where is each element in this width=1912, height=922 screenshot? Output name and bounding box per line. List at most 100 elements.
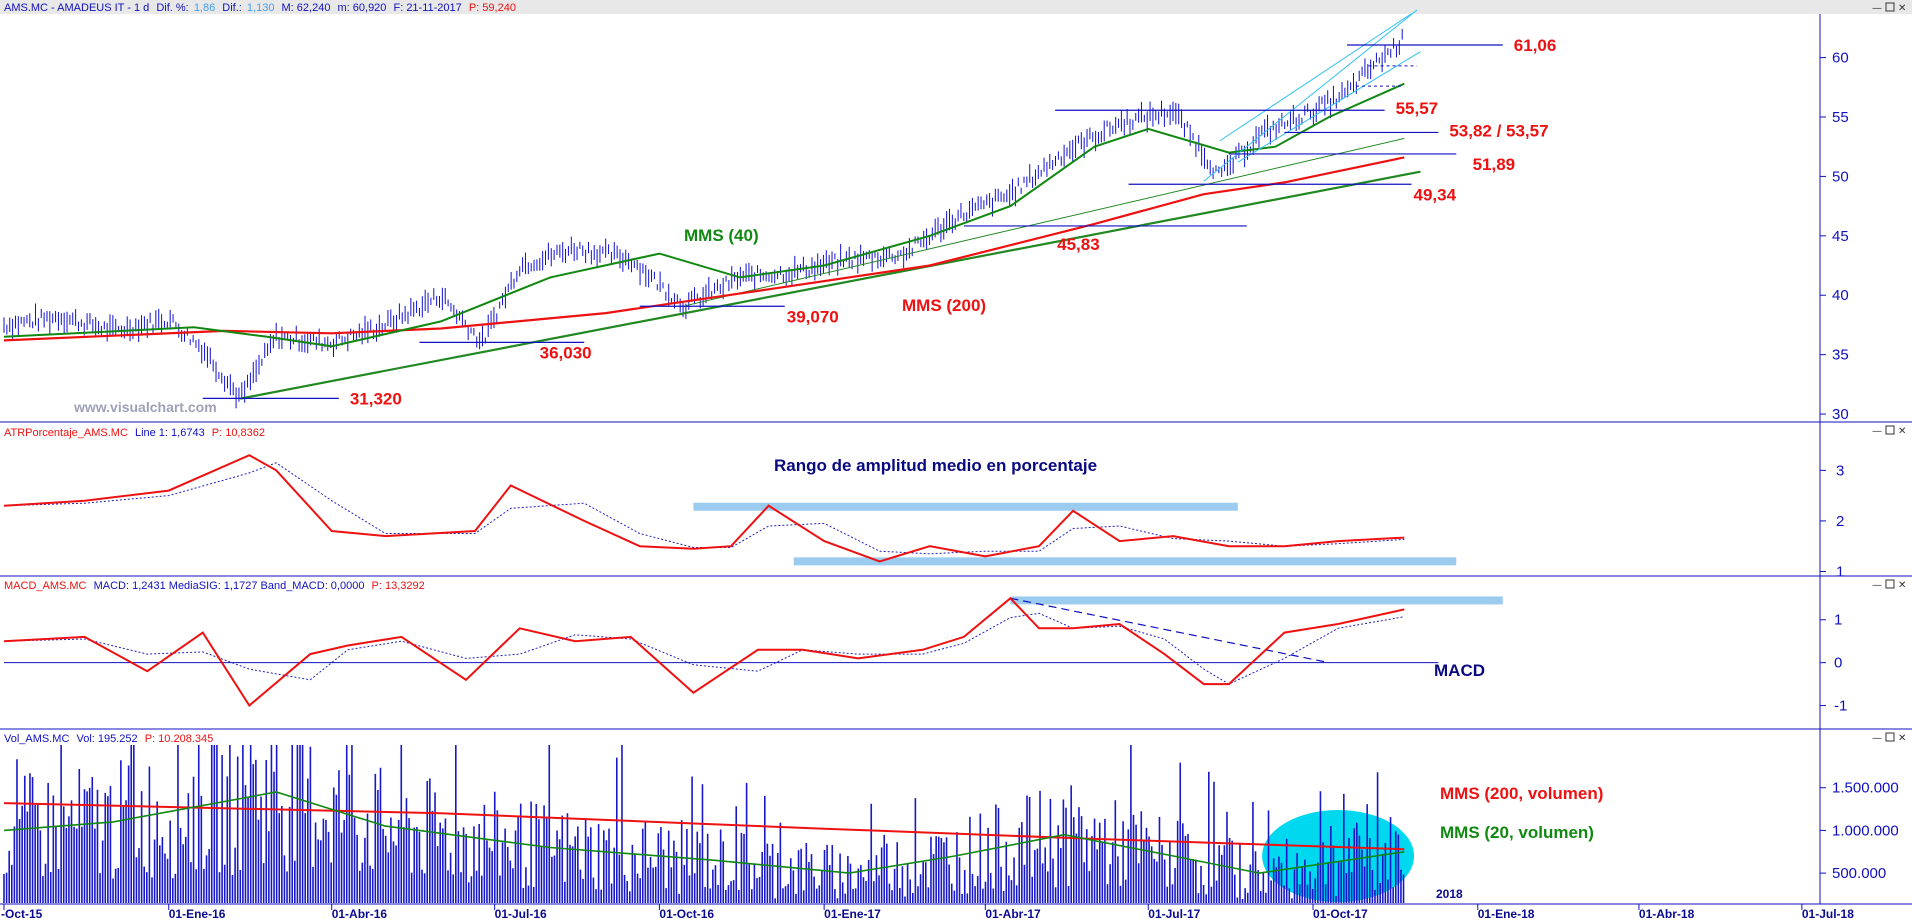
x-tick-label: 01-Oct-17: [1313, 907, 1368, 921]
vol-mms200-line: [3, 802, 1405, 851]
x-tick-label: 01-Jul-16: [495, 907, 547, 921]
maximize-icon[interactable]: [1885, 425, 1895, 435]
x-tick-label: 01-Abr-16: [332, 907, 388, 921]
macd-tick-label: 0: [1834, 655, 1842, 672]
price-tick-label: 40: [1832, 287, 1849, 304]
mms200-line: [3, 156, 1405, 342]
vol-header: Vol_AMS.MC Vol: 195.252 P: 10.208.345: [4, 733, 213, 745]
macd-trendline: [1010, 597, 1330, 664]
header-dif-label: Dif.:: [222, 2, 242, 14]
channel-line: [1237, 51, 1421, 163]
x-tick-label: 01-Ene-18: [1478, 907, 1535, 921]
macd-title: MACD: [1434, 661, 1485, 680]
trendline: [240, 170, 1421, 400]
minimize-icon[interactable]: —: [1872, 3, 1882, 14]
atr-line: [3, 454, 1405, 563]
header-dif-pct-label: Dif. %:: [156, 2, 188, 14]
close-icon[interactable]: ✕: [1898, 733, 1906, 744]
header-max: M: 62,240: [282, 2, 331, 14]
window-controls: — ✕ — ✕ — ✕ — ✕: [1872, 2, 1906, 744]
vol-header-vals: Vol: 195.252: [76, 733, 137, 745]
level-label: 53,82 / 53,57: [1449, 121, 1548, 140]
level-label: 55,57: [1396, 99, 1439, 118]
price-levels: 31,320 36,030 39,070 45,83 49,34 51,89 53,82 /…: [202, 36, 1557, 408]
vol-tick-label: 1.000.000: [1832, 822, 1899, 839]
maximize-icon[interactable]: [1885, 579, 1895, 589]
level-label: 31,320: [350, 389, 402, 408]
atr-tick-label: 3: [1836, 462, 1844, 479]
macd-header: MACD_AMS.MC MACD: 1,2431 MediaSIG: 1,172…: [4, 580, 425, 592]
atr-title: Rango de amplitud medio en porcentaje: [774, 456, 1097, 475]
level-label: 49,34: [1414, 185, 1457, 204]
macd-header-vals: MACD: 1,2431 MediaSIG: 1,1727 Band_MACD:…: [94, 580, 365, 592]
price-tick-label: 50: [1832, 168, 1849, 185]
price-tick-label: 35: [1832, 347, 1849, 364]
macd-header-p: P: 13,3292: [372, 580, 425, 592]
vol-tick-label: 500.000: [1832, 865, 1886, 882]
x-tick-label: 01-Oct-16: [659, 907, 714, 921]
level-label: 61,06: [1514, 36, 1557, 55]
mms40-line: [3, 82, 1405, 348]
x-tick-label: 01-Jul-18: [1802, 907, 1854, 921]
macd-band: [1010, 596, 1503, 605]
atr-band: [793, 557, 1457, 566]
header-symbol: AMS.MC - AMADEUS IT - 1 d: [4, 2, 149, 14]
x-tick-label: 01-Ene-17: [824, 907, 881, 921]
vol-mms20-line: [3, 791, 1405, 874]
volume-bars: [3, 745, 1415, 903]
macd-tick-label: 1: [1834, 612, 1842, 629]
x-tick-label: 01-Ene-16: [169, 907, 226, 921]
price-bars: [3, 28, 1403, 409]
main-header: AMS.MC - AMADEUS IT - 1 d Dif. %: 1,86 D…: [4, 2, 516, 14]
vol-header-p: P: 10.208.345: [145, 733, 214, 745]
macd-line: [3, 596, 1405, 708]
header-dif: 1,130: [247, 2, 275, 14]
level-label: 36,030: [540, 343, 592, 362]
maximize-icon[interactable]: [1885, 732, 1895, 742]
atr-tick-label: 2: [1836, 513, 1844, 530]
atr-header: ATRPorcentaje_AMS.MC Line 1: 1,6743 P: 1…: [4, 427, 265, 439]
header-bar: [0, 0, 1912, 14]
macd-header-name: MACD_AMS.MC: [4, 580, 87, 592]
close-icon[interactable]: ✕: [1898, 426, 1906, 437]
header-date: F: 21-11-2017: [393, 2, 461, 14]
header-min: m: 60,920: [338, 2, 387, 14]
x-tick-label: 01-Jul-17: [1148, 907, 1200, 921]
volume-highlight: [1262, 810, 1415, 903]
annotation-mms200: MMS (200): [902, 296, 986, 315]
price-tick-label: 45: [1832, 228, 1849, 245]
legend-mms20-vol: MMS (20, volumen): [1440, 823, 1594, 842]
macd-tick-label: -1: [1834, 698, 1847, 715]
x-tick-label: 01-Abr-18: [1639, 907, 1695, 921]
vol-header-name: Vol_AMS.MC: [4, 733, 69, 745]
support-bands: [693, 502, 1503, 605]
level-label: 51,89: [1473, 155, 1516, 174]
level-label: 45,83: [1057, 235, 1100, 254]
minimize-icon[interactable]: —: [1872, 426, 1882, 437]
minimize-icon[interactable]: —: [1872, 733, 1882, 744]
annotation-mms40: MMS (40): [684, 226, 759, 245]
indicator-lines: [3, 9, 1439, 874]
minimize-icon[interactable]: —: [1872, 580, 1882, 591]
header-dif-pct: 1,86: [194, 2, 215, 14]
panel-frames: [0, 14, 1912, 905]
channel-line: [1203, 9, 1418, 182]
year-marker: 2018: [1436, 887, 1463, 901]
x-tick-label: 01-Abr-17: [985, 907, 1041, 921]
close-icon[interactable]: ✕: [1898, 3, 1906, 14]
axis-ticks: 60 55 50 45 40 35 30 3 2 1 1 0 -1 1.500.000 1.000.000 5…: [1820, 50, 1899, 882]
price-tick-label: 30: [1832, 406, 1849, 423]
close-icon[interactable]: ✕: [1898, 580, 1906, 591]
x-tick-label: -Oct-15: [1, 907, 43, 921]
atr-header-vals: Line 1: 1,6743: [135, 427, 205, 439]
trendline: [684, 137, 1405, 307]
channel-line: [1219, 13, 1412, 142]
x-axis: -Oct-15 01-Ene-16 01-Abr-16 01-Jul-16 01-Oct…: [1, 904, 1854, 921]
watermark: www.visualchart.com: [73, 399, 217, 415]
atr-tick-label: 1: [1836, 563, 1844, 580]
atr-band: [693, 502, 1238, 511]
atr-header-name: ATRPorcentaje_AMS.MC: [4, 427, 128, 439]
price-tick-label: 60: [1832, 50, 1849, 67]
maximize-icon[interactable]: [1885, 2, 1895, 12]
